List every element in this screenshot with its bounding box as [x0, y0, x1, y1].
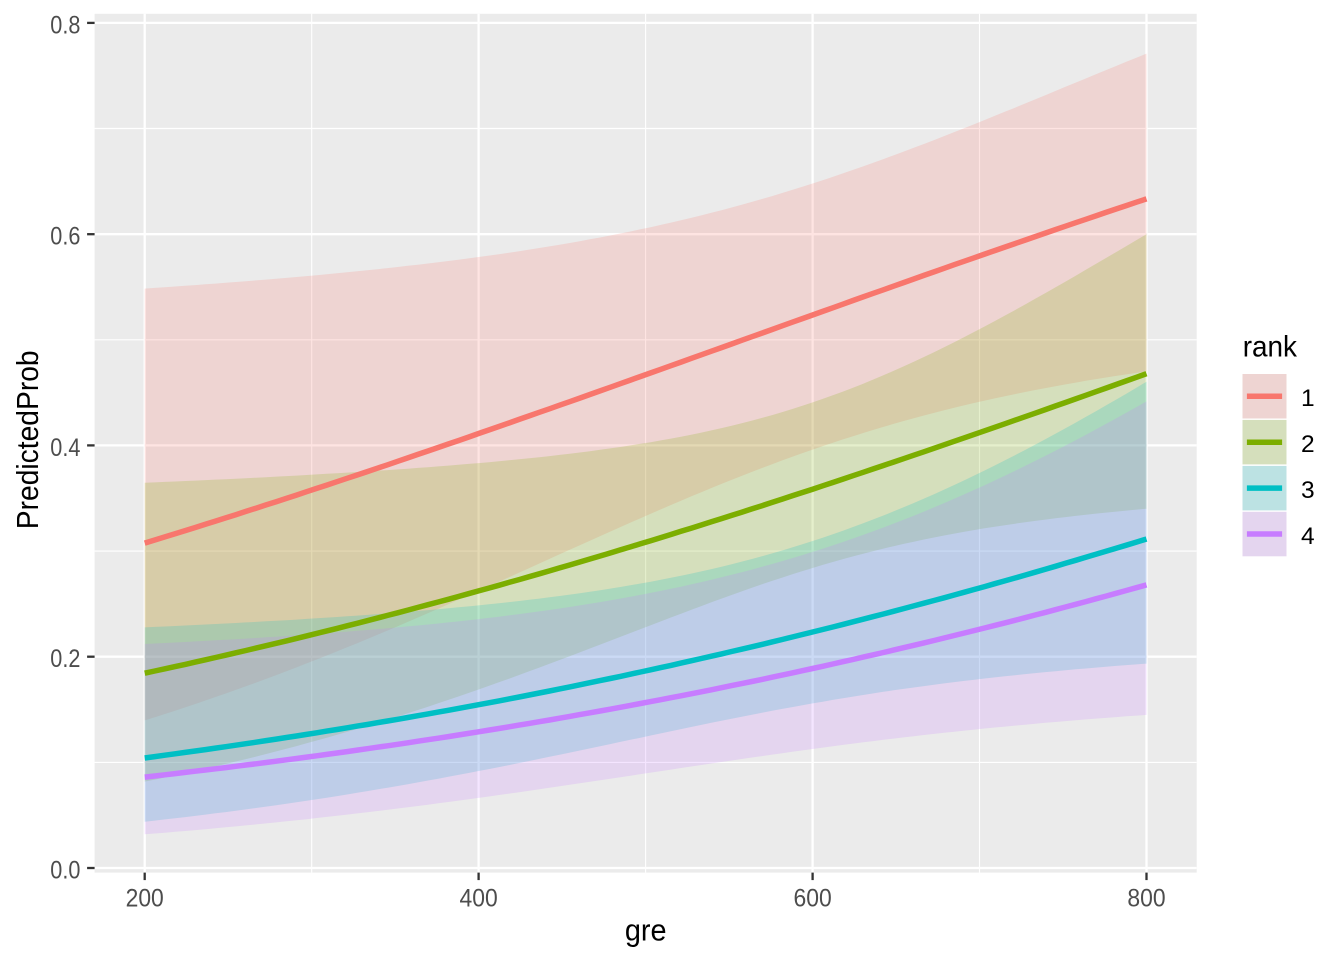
svg-text:1: 1 — [1301, 385, 1315, 412]
svg-text:PredictedProb: PredictedProb — [10, 350, 45, 529]
svg-text:0.8: 0.8 — [50, 11, 80, 39]
svg-text:0.4: 0.4 — [50, 434, 80, 462]
svg-text:0.6: 0.6 — [50, 223, 80, 251]
svg-text:600: 600 — [794, 885, 832, 913]
svg-text:3: 3 — [1301, 477, 1315, 504]
svg-text:0.0: 0.0 — [50, 856, 80, 884]
svg-text:0.2: 0.2 — [50, 645, 80, 673]
svg-text:rank: rank — [1243, 330, 1297, 363]
svg-text:2: 2 — [1301, 431, 1315, 458]
svg-text:400: 400 — [460, 885, 498, 913]
svg-text:800: 800 — [1127, 885, 1165, 913]
svg-text:gre: gre — [625, 913, 667, 948]
svg-text:4: 4 — [1301, 523, 1315, 550]
svg-text:200: 200 — [126, 885, 164, 913]
